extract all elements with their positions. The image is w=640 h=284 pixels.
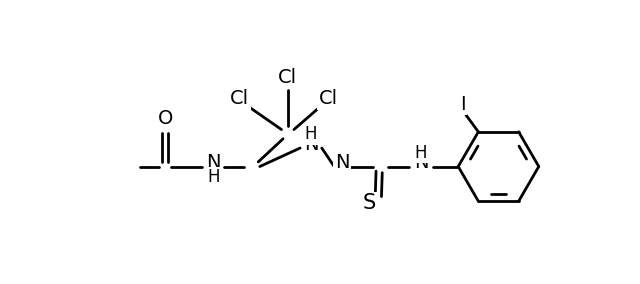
Text: N: N <box>206 153 221 172</box>
Text: H: H <box>207 168 220 186</box>
Text: H: H <box>415 144 428 162</box>
Text: I: I <box>460 95 466 114</box>
Text: Cl: Cl <box>319 89 337 108</box>
Text: N: N <box>413 153 428 172</box>
Text: S: S <box>362 193 376 214</box>
Text: H: H <box>305 125 317 143</box>
Text: N: N <box>304 135 318 154</box>
Text: Cl: Cl <box>278 68 297 87</box>
Text: N: N <box>335 153 349 172</box>
Text: Cl: Cl <box>230 89 249 108</box>
Text: O: O <box>157 109 173 128</box>
